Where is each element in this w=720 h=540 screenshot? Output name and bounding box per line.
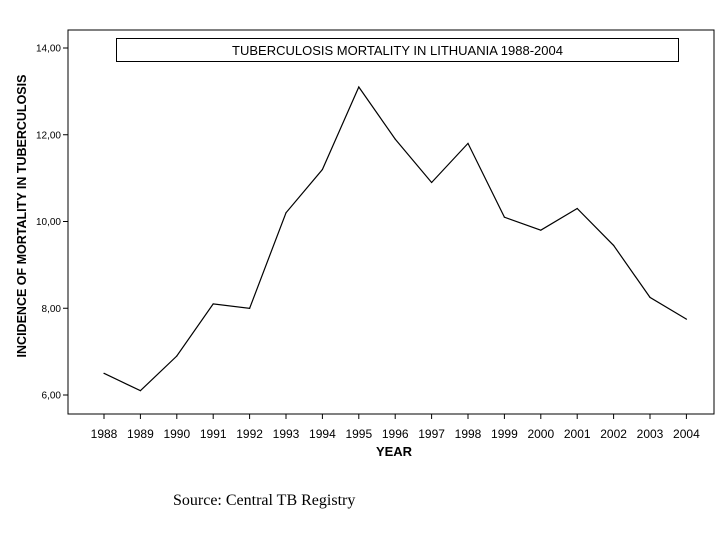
x-tick-label: 2002 bbox=[600, 427, 627, 441]
x-tick-label: 1992 bbox=[236, 427, 263, 441]
data-point bbox=[139, 390, 141, 392]
y-tick-label: 12,00 bbox=[36, 130, 61, 141]
data-point bbox=[358, 86, 360, 88]
x-tick-label: 2003 bbox=[637, 427, 664, 441]
data-point bbox=[176, 355, 178, 357]
data-point bbox=[394, 138, 396, 140]
y-tick-label: 6,00 bbox=[42, 391, 62, 402]
data-point bbox=[249, 307, 251, 309]
x-tick-label: 2000 bbox=[527, 427, 554, 441]
y-axis-label: INCIDENCE OF MORTALITY IN TUBERCULOSIS bbox=[15, 74, 29, 358]
data-point bbox=[431, 181, 433, 184]
x-tick-label: 1995 bbox=[345, 427, 372, 441]
data-point bbox=[503, 216, 505, 218]
data-point bbox=[576, 207, 578, 210]
series-line bbox=[103, 85, 687, 392]
data-point bbox=[285, 212, 287, 214]
data-point bbox=[321, 168, 323, 171]
x-tick-label: 1991 bbox=[200, 427, 227, 441]
x-axis-label: YEAR bbox=[375, 444, 413, 459]
data-point bbox=[685, 318, 688, 320]
x-tick-label: 1994 bbox=[309, 427, 336, 441]
x-tick-label: 2001 bbox=[564, 427, 591, 441]
data-point bbox=[212, 303, 214, 305]
chart-title: TUBERCULOSIS MORTALITY IN LITHUANIA 1988… bbox=[116, 38, 679, 62]
x-tick-label: 1999 bbox=[491, 427, 518, 441]
x-tick-label: 1997 bbox=[418, 427, 445, 441]
chart-title-text: TUBERCULOSIS MORTALITY IN LITHUANIA 1988… bbox=[232, 42, 563, 58]
source-note: Source: Central TB Registry bbox=[173, 492, 356, 509]
plot-frame bbox=[67, 29, 715, 415]
y-tick-label: 14,00 bbox=[36, 44, 61, 55]
data-point bbox=[467, 142, 469, 145]
y-tick-label: 10,00 bbox=[36, 217, 61, 228]
data-point bbox=[613, 244, 615, 246]
x-tick-label: 1989 bbox=[127, 427, 154, 441]
x-tick-label: 1996 bbox=[382, 427, 409, 441]
y-tick-label: 8,00 bbox=[42, 304, 62, 315]
data-point bbox=[540, 229, 542, 231]
x-tick-label: 1998 bbox=[455, 427, 482, 441]
x-tick-label: 2004 bbox=[673, 427, 700, 441]
x-tick-label: 1988 bbox=[91, 427, 118, 441]
data-point bbox=[649, 296, 651, 299]
x-tick-label: 1993 bbox=[273, 427, 300, 441]
x-tick-label: 1990 bbox=[163, 427, 190, 441]
data-point bbox=[103, 372, 105, 374]
